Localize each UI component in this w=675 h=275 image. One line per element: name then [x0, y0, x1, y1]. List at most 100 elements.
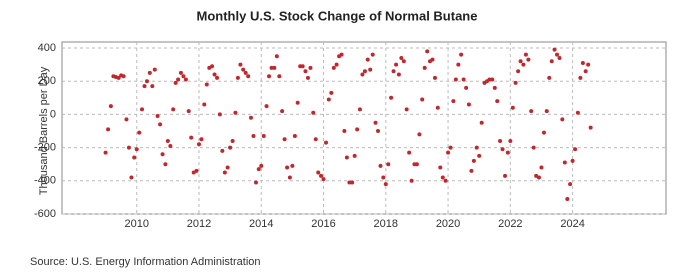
- data-point: [453, 77, 458, 82]
- data-point: [555, 52, 560, 57]
- data-point: [562, 160, 567, 165]
- data-point: [350, 180, 355, 185]
- plot-area: [61, 41, 667, 215]
- data-point: [383, 182, 388, 187]
- data-point: [158, 122, 163, 127]
- data-point: [212, 72, 217, 77]
- data-point: [215, 75, 220, 80]
- data-point: [233, 110, 238, 115]
- source-note: Source: U.S. Energy Information Administ…: [30, 256, 261, 268]
- data-point: [401, 59, 406, 64]
- data-point: [171, 107, 176, 112]
- data-point: [529, 109, 534, 114]
- data-point: [381, 175, 386, 180]
- data-point: [287, 175, 292, 180]
- data-point: [228, 145, 233, 150]
- data-point: [417, 132, 422, 137]
- data-point: [321, 177, 326, 182]
- data-point: [142, 84, 147, 89]
- data-point: [531, 145, 536, 150]
- data-point: [290, 163, 295, 168]
- data-point: [176, 77, 181, 82]
- data-point: [391, 69, 396, 74]
- data-point: [295, 100, 300, 105]
- data-point: [181, 74, 186, 79]
- data-point: [316, 170, 321, 175]
- data-point: [573, 147, 578, 152]
- data-point: [500, 147, 505, 152]
- data-point: [523, 52, 528, 57]
- data-point: [116, 75, 121, 80]
- data-point: [308, 65, 313, 70]
- data-point: [186, 109, 191, 114]
- data-point: [552, 47, 557, 52]
- data-point: [253, 180, 258, 185]
- x-tick-label: 2020: [436, 218, 460, 230]
- y-tick-label: 200: [38, 75, 56, 87]
- data-point: [103, 150, 108, 155]
- data-point: [583, 69, 588, 74]
- data-point: [324, 140, 329, 145]
- data-point: [150, 84, 155, 89]
- data-point: [220, 148, 225, 153]
- data-point: [539, 165, 544, 170]
- data-point: [204, 82, 209, 87]
- data-point: [438, 165, 443, 170]
- data-point: [487, 77, 492, 82]
- data-point: [183, 77, 188, 82]
- data-point: [549, 59, 554, 64]
- data-point: [547, 75, 552, 80]
- data-point: [339, 52, 344, 57]
- data-point: [376, 129, 381, 133]
- data-point: [474, 145, 479, 150]
- x-tick-label: 2024: [560, 218, 584, 230]
- data-point: [446, 150, 451, 155]
- data-point: [256, 167, 261, 172]
- x-tick-label: 2022: [498, 218, 522, 230]
- data-point: [199, 137, 204, 142]
- data-point: [373, 120, 378, 125]
- data-point: [126, 145, 131, 150]
- data-point: [430, 57, 435, 62]
- data-point: [300, 64, 305, 69]
- data-point: [466, 102, 471, 107]
- data-point: [144, 79, 149, 84]
- data-point: [526, 57, 531, 62]
- x-tick-label: 2018: [374, 218, 398, 230]
- data-point: [251, 133, 256, 138]
- data-point: [521, 62, 526, 67]
- data-point: [492, 85, 497, 90]
- y-tick-label: -600: [34, 208, 56, 220]
- y-tick-label: 400: [38, 42, 56, 54]
- data-point: [189, 135, 194, 140]
- data-point: [334, 62, 339, 67]
- data-point: [575, 110, 580, 115]
- data-point: [168, 143, 173, 148]
- data-point: [342, 129, 347, 133]
- data-point: [407, 150, 412, 155]
- data-point: [352, 153, 357, 158]
- data-point: [578, 75, 583, 80]
- data-point: [344, 155, 349, 160]
- data-point: [448, 145, 453, 150]
- data-point: [370, 52, 375, 57]
- data-point: [399, 55, 404, 60]
- data-point: [160, 152, 165, 157]
- data-point: [510, 105, 515, 110]
- data-point: [560, 117, 565, 122]
- data-point: [194, 168, 199, 173]
- data-point: [365, 57, 370, 62]
- data-point: [272, 65, 277, 70]
- data-point: [503, 173, 508, 178]
- data-point: [108, 104, 113, 109]
- data-point: [588, 125, 593, 130]
- data-point: [248, 115, 253, 120]
- data-point: [137, 130, 142, 135]
- data-point: [469, 168, 474, 173]
- data-point: [464, 85, 469, 90]
- data-point: [389, 95, 394, 100]
- data-point: [477, 153, 482, 158]
- data-point: [513, 80, 518, 85]
- data-point: [557, 55, 562, 60]
- data-point: [362, 69, 367, 74]
